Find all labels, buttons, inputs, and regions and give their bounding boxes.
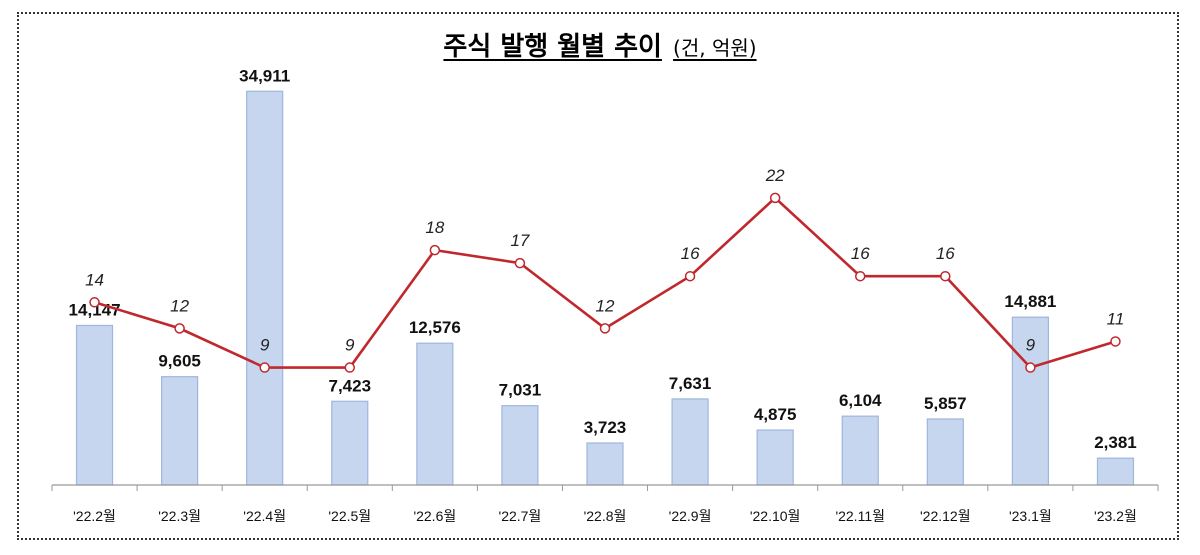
x-axis-tick-labels: '22.2월 '22.3월 '22.4월 '22.5월 '22.6월 '22.7월 '22.…	[73, 508, 1137, 524]
tick-label-7: '22.9월	[669, 508, 712, 524]
line-value-label-4: 18	[425, 218, 444, 237]
bar-6	[586, 442, 624, 486]
line-series	[89, 192, 1121, 373]
line-point-9	[854, 270, 866, 282]
line-value-label-12: 11	[1107, 309, 1125, 328]
bar-11	[1011, 316, 1049, 486]
line-value-label-0: 14	[85, 270, 104, 289]
tick-label-4: '22.6월	[413, 508, 456, 524]
line-point-1	[174, 323, 185, 334]
bar-value-label-7: 7,631	[669, 374, 712, 393]
line-value-label-3: 9	[345, 336, 355, 355]
bar-4	[416, 342, 454, 486]
line-value-labels: 14 12 9 9 18 17 12 16 22 16 16 9 11	[85, 166, 1124, 355]
line-value-label-1: 12	[170, 296, 189, 315]
bar-9	[841, 415, 879, 486]
bar-series	[75, 90, 1135, 486]
bar-0	[75, 324, 114, 486]
bar-8	[756, 429, 794, 486]
line-value-label-8: 22	[765, 166, 785, 185]
tick-label-11: '23.1월	[1009, 508, 1052, 524]
line-value-label-11: 9	[1026, 336, 1036, 355]
line-point-0	[89, 297, 100, 308]
line-point-3	[344, 362, 356, 373]
tick-label-6: '22.8월	[584, 508, 627, 524]
bar-value-label-11: 14,881	[1004, 292, 1056, 311]
tick-label-8: '22.10월	[750, 508, 801, 524]
bar-value-label-12: 2,381	[1094, 433, 1137, 452]
chart-frame	[17, 12, 1179, 540]
bar-value-label-5: 7,031	[499, 381, 542, 400]
tick-label-3: '22.5월	[328, 508, 371, 524]
x-axis	[51, 484, 1159, 491]
line-point-8	[769, 192, 781, 204]
line-point-7	[684, 270, 696, 282]
chart-title-text: 주식 발행 월별 추이	[443, 32, 662, 62]
bar-7	[671, 398, 709, 486]
bar-3	[331, 400, 369, 486]
bar-value-label-1: 9,605	[158, 352, 201, 371]
bar-value-label-3: 7,423	[328, 376, 371, 395]
line-value-label-5: 17	[510, 231, 529, 250]
bar-12	[1096, 457, 1135, 486]
line-value-label-6: 12	[596, 296, 615, 315]
line-value-label-7: 16	[681, 244, 700, 263]
line-value-label-2: 9	[260, 336, 270, 355]
line-point-2	[259, 362, 270, 373]
bar-value-label-9: 6,104	[839, 391, 882, 410]
tick-label-9: '22.11월	[835, 508, 885, 524]
tick-label-0: '22.2월	[73, 508, 116, 524]
bar-5	[501, 405, 539, 486]
bar-value-label-10: 5,857	[924, 394, 967, 413]
tick-label-5: '22.7월	[499, 508, 542, 524]
line-point-6	[599, 323, 611, 334]
line-value-label-9: 16	[851, 244, 870, 263]
line-point-4	[429, 244, 441, 256]
line-point-5	[514, 257, 526, 269]
bar-10	[926, 418, 964, 486]
line-value-label-10: 16	[936, 244, 955, 263]
bar-2	[246, 90, 284, 486]
bar-value-labels: 14,1479,60534,9117,42312,5767,0313,7237,…	[69, 66, 1137, 452]
bar-value-label-8: 4,875	[754, 405, 797, 424]
line-point-12	[1110, 336, 1121, 347]
chart-title-unit: (건, 억원)	[673, 36, 757, 60]
bar-value-label-6: 3,723	[584, 418, 627, 437]
bar-value-label-4: 12,576	[409, 318, 461, 337]
line-point-10	[940, 270, 951, 282]
line-point-11	[1025, 362, 1036, 373]
bar-1	[161, 376, 199, 486]
tick-label-2: '22.4월	[243, 508, 286, 524]
tick-label-10: '22.12월	[920, 508, 971, 524]
tick-label-1: '22.3월	[158, 508, 201, 524]
bar-value-label-2: 34,911	[239, 66, 290, 85]
chart-title: 주식 발행 월별 추이 (건, 억원)	[0, 26, 1200, 63]
tick-label-12: '23.2월	[1094, 508, 1137, 524]
